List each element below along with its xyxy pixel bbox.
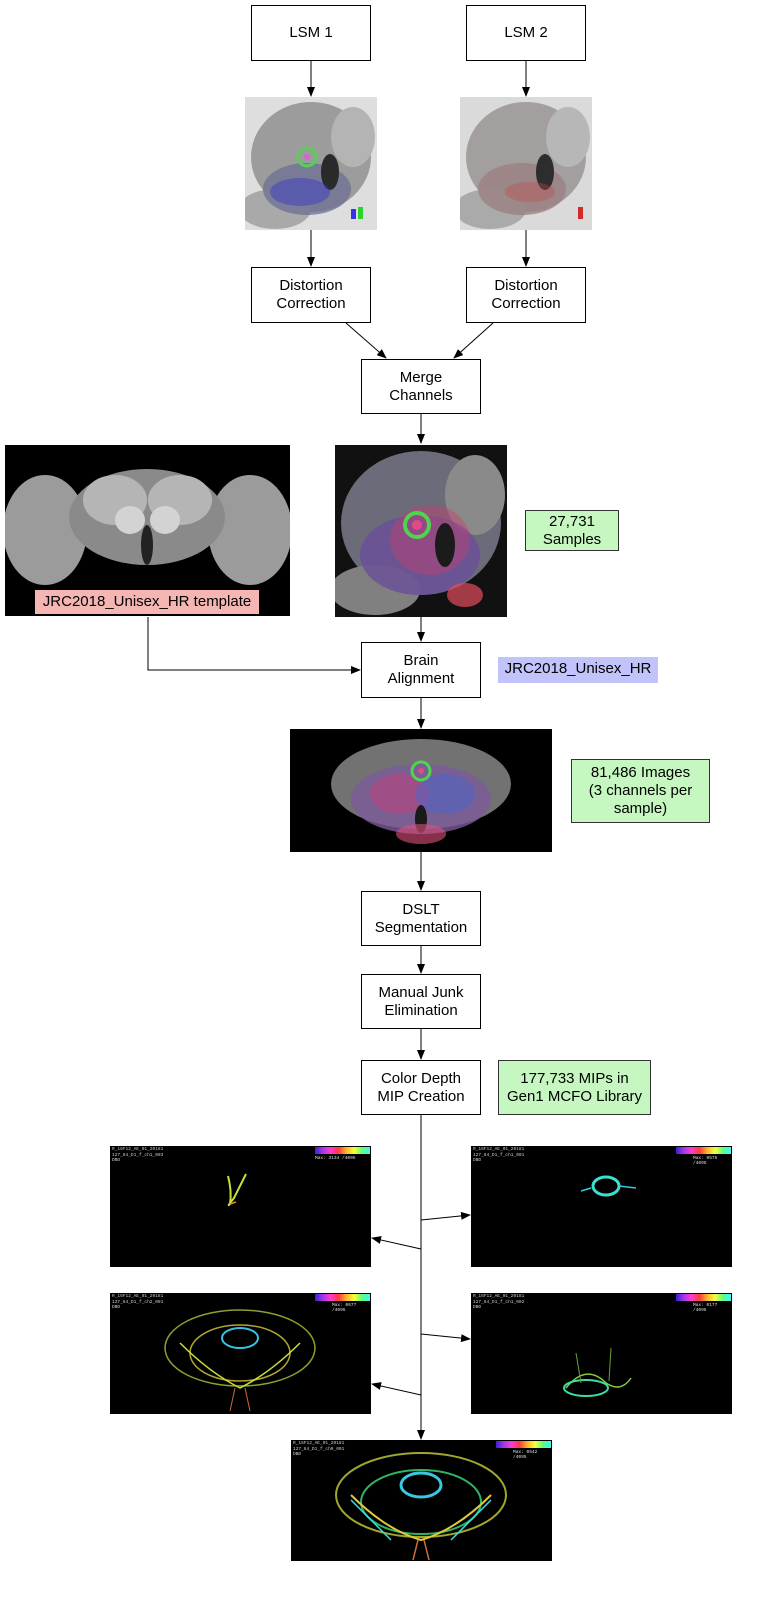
mip-output-mid-right: R_16F12_AE_01_20181 127_64_D1_f_ch1_002 …: [471, 1293, 732, 1414]
alignment-space-label: JRC2018_Unisex_HR: [498, 657, 658, 683]
lsm1-brain-image: [245, 97, 377, 230]
color-depth-scale: [676, 1294, 731, 1301]
node-manual-junk-elimination: Manual Junk Elimination: [361, 974, 481, 1029]
merged-brain-image: [335, 445, 507, 617]
node-lsm1: LSM 1: [251, 5, 371, 61]
node-dslt-segmentation: DSLT Segmentation: [361, 891, 481, 946]
stat-images: 81,486 Images (3 channels per sample): [571, 759, 710, 823]
mip-neuron-trace: [164, 1309, 316, 1412]
stat-samples: 27,731 Samples: [525, 510, 619, 551]
mip-max-value: Max: 0575 /4095: [693, 1156, 718, 1166]
mip-output-mid-left: R_16F12_AE_01_20181 127_64_D1_f_ch2_001 …: [110, 1293, 371, 1414]
mip-output-bottom: R_16F12_AE_01_20181 127_64_D1_f_ch0_001 …: [291, 1440, 552, 1561]
mip-filename: R_16F12_AE_01_20181 127_64_D1_f_ch1_003 …: [112, 1147, 164, 1163]
node-distortion-correction-2: Distortion Correction: [466, 267, 586, 323]
arrow-template-to-alignment: [147, 617, 361, 674]
stat-mips: 177,733 MIPs in Gen1 MCFO Library: [498, 1060, 651, 1115]
color-depth-scale: [315, 1147, 370, 1154]
mip-neuron-trace: [563, 1347, 632, 1397]
arrow-distortion2-to-merge: [453, 322, 494, 359]
mip-max-value: Max: 3134 /4095: [315, 1156, 356, 1161]
aligned-brain-image: [290, 729, 552, 852]
arrow-to-output-mid-left: [371, 1382, 422, 1396]
lsm2-brain-image: [460, 97, 592, 230]
arrow-to-output-top-left: [371, 1236, 422, 1250]
mip-filename: R_16F12_AE_01_20181 127_64_D1_f_ch2_001 …: [112, 1294, 164, 1310]
node-distortion-correction-1: Distortion Correction: [251, 267, 371, 323]
template-brain-image: [5, 445, 290, 616]
mip-filename: R_16F12_AE_01_20181 127_64_D1_f_ch1_002 …: [473, 1294, 525, 1310]
mip-neuron-trace: [580, 1175, 637, 1197]
color-depth-scale: [676, 1147, 731, 1154]
mip-filename: R_16F12_AE_01_20181 127_64_D1_f_ch1_001 …: [473, 1147, 525, 1163]
mip-max-value: Max: 0677 /4095: [332, 1303, 357, 1313]
arrow-to-output-mid-right: [420, 1333, 471, 1343]
color-depth-scale: [315, 1294, 370, 1301]
mip-output-top-right: R_16F12_AE_01_20181 127_64_D1_f_ch1_001 …: [471, 1146, 732, 1267]
mip-neuron-trace: [335, 1452, 507, 1561]
mip-filename: R_16F12_AE_01_20181 127_64_D1_f_ch0_001 …: [293, 1441, 345, 1457]
mip-max-value: Max: 0542 /4095: [513, 1450, 538, 1460]
node-merge-channels: Merge Channels: [361, 359, 481, 414]
mip-neuron-trace: [227, 1173, 247, 1207]
color-depth-scale: [496, 1441, 551, 1448]
template-label: JRC2018_Unisex_HR template: [35, 590, 259, 614]
arrow-distortion1-to-merge: [345, 322, 387, 359]
node-color-depth-mip-creation: Color Depth MIP Creation: [361, 1060, 481, 1115]
mip-output-top-left: R_16F12_AE_01_20181 127_64_D1_f_ch1_003 …: [110, 1146, 371, 1267]
node-brain-alignment: Brain Alignment: [361, 642, 481, 698]
mip-max-value: Max: 0177 /4095: [693, 1303, 718, 1313]
arrow-to-output-top-right: [420, 1211, 471, 1221]
node-lsm2: LSM 2: [466, 5, 586, 61]
